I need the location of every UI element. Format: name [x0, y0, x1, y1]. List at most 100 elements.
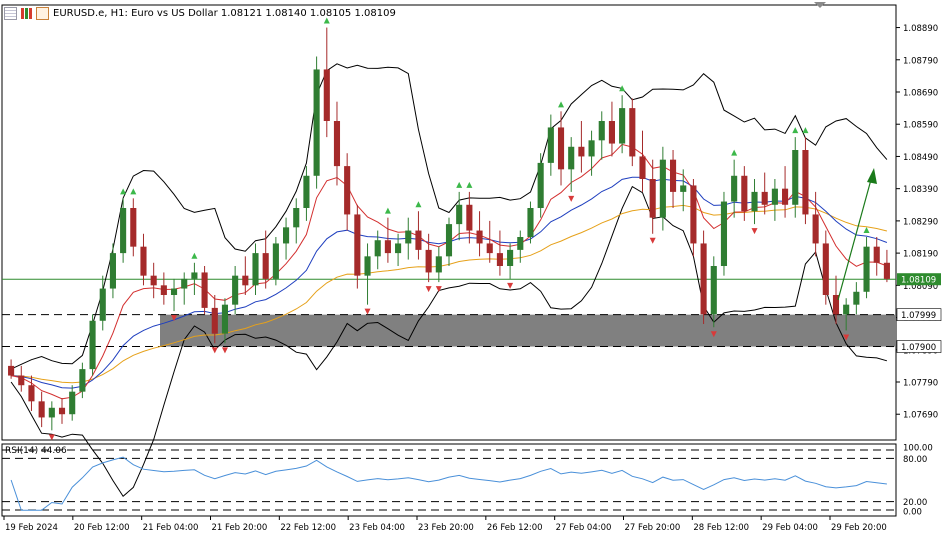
candle-body[interactable] — [99, 288, 106, 321]
fractal-down-arrow — [568, 195, 575, 202]
candle-body[interactable] — [741, 175, 748, 212]
candle-body[interactable] — [313, 69, 320, 176]
candle-body[interactable] — [221, 304, 229, 334]
candle-body[interactable] — [731, 175, 738, 202]
chart-shift-marker-icon[interactable] — [814, 2, 826, 8]
candle-body[interactable] — [435, 256, 442, 273]
candle-body[interactable] — [140, 246, 147, 276]
candle-body[interactable] — [395, 243, 402, 254]
candle-body[interactable] — [710, 266, 717, 315]
candle-body[interactable] — [608, 121, 615, 144]
candle-body[interactable] — [700, 243, 707, 315]
candle-body[interactable] — [843, 304, 850, 315]
candle-body[interactable] — [476, 230, 483, 244]
table-icon[interactable] — [4, 6, 17, 20]
candle-body[interactable] — [853, 291, 860, 305]
candle-body[interactable] — [405, 230, 412, 244]
candle-body[interactable] — [680, 185, 687, 192]
candle-body[interactable] — [751, 191, 758, 212]
candle-body[interactable] — [496, 253, 503, 266]
candle-body[interactable] — [822, 243, 829, 295]
candle-body[interactable] — [537, 162, 544, 208]
candle-body[interactable] — [669, 159, 677, 192]
candle-body[interactable] — [415, 230, 422, 250]
fractal-up-arrow — [558, 101, 565, 108]
candle-body[interactable] — [782, 188, 789, 205]
candle-body[interactable] — [38, 401, 45, 418]
candle-body[interactable] — [517, 237, 524, 250]
calendar-icon[interactable] — [36, 6, 49, 20]
candle-body[interactable] — [792, 150, 799, 205]
candle-body[interactable] — [170, 288, 178, 295]
candle-body[interactable] — [181, 278, 188, 289]
candle-body[interactable] — [69, 391, 76, 415]
candle-body[interactable] — [507, 249, 514, 266]
candle-body[interactable] — [272, 243, 279, 279]
candle-body[interactable] — [333, 121, 341, 167]
candle-body[interactable] — [344, 166, 351, 215]
candle-body[interactable] — [812, 214, 819, 244]
candle-body[interactable] — [120, 208, 127, 254]
bar-chart-icon[interactable] — [21, 7, 32, 19]
candle-body[interactable] — [191, 272, 198, 279]
candle-body[interactable] — [374, 240, 381, 257]
candle-body[interactable] — [425, 249, 432, 273]
fractal-down-arrow — [425, 286, 432, 293]
candle-body[interactable] — [802, 150, 809, 215]
candle-body[interactable] — [109, 253, 116, 289]
candle-body[interactable] — [578, 146, 585, 157]
candle-body[interactable] — [873, 246, 880, 263]
candle-body[interactable] — [89, 320, 96, 370]
candle-body[interactable] — [150, 275, 157, 286]
candle-body[interactable] — [160, 285, 167, 295]
candle-body[interactable] — [211, 307, 218, 334]
candle-body[interactable] — [466, 204, 473, 231]
candle-body[interactable] — [527, 208, 534, 237]
candle-body[interactable] — [354, 214, 361, 276]
candle-body[interactable] — [629, 108, 636, 157]
price-axis-label: 1.08890 — [903, 24, 938, 34]
candle-body[interactable] — [283, 227, 290, 244]
candle-body[interactable] — [568, 146, 575, 170]
candle-body[interactable] — [619, 108, 626, 144]
projection-arrow-head — [867, 168, 877, 184]
candle-body[interactable] — [18, 375, 25, 386]
candle-body[interactable] — [28, 385, 35, 402]
candle-body[interactable] — [639, 156, 646, 179]
fractal-up-arrow — [415, 201, 422, 208]
candle-body[interactable] — [659, 159, 666, 218]
candle-body[interactable] — [456, 204, 463, 225]
candle-body[interactable] — [58, 407, 66, 415]
candle-body[interactable] — [761, 191, 768, 205]
candle-body[interactable] — [252, 253, 259, 286]
candle-body[interactable] — [771, 188, 778, 205]
candle-body[interactable] — [649, 179, 656, 218]
candle-body[interactable] — [303, 175, 310, 208]
candle-body[interactable] — [201, 272, 208, 308]
candle-body[interactable] — [557, 127, 565, 170]
candle-body[interactable] — [863, 246, 870, 292]
candle-body[interactable] — [242, 275, 249, 286]
candle-body[interactable] — [486, 243, 493, 254]
candle-body[interactable] — [293, 208, 300, 228]
candle-body[interactable] — [690, 185, 697, 244]
candle-body[interactable] — [130, 208, 137, 247]
candle-body[interactable] — [720, 201, 728, 266]
candle-body[interactable] — [8, 365, 15, 376]
candle-body[interactable] — [262, 253, 269, 279]
candle-body[interactable] — [598, 121, 605, 141]
candle-body[interactable] — [883, 262, 890, 279]
candle-body[interactable] — [79, 369, 86, 392]
candle-body[interactable] — [48, 407, 55, 418]
candle-body[interactable] — [547, 127, 554, 163]
candle-body[interactable] — [832, 295, 840, 315]
candle-body[interactable] — [445, 224, 453, 257]
candle-body[interactable] — [588, 140, 595, 157]
candle-body[interactable] — [323, 69, 330, 121]
candle-body[interactable] — [384, 240, 391, 254]
candle-body[interactable] — [364, 256, 371, 276]
time-axis-label: 27 Feb 20:00 — [625, 523, 681, 533]
candle-body[interactable] — [232, 275, 239, 305]
